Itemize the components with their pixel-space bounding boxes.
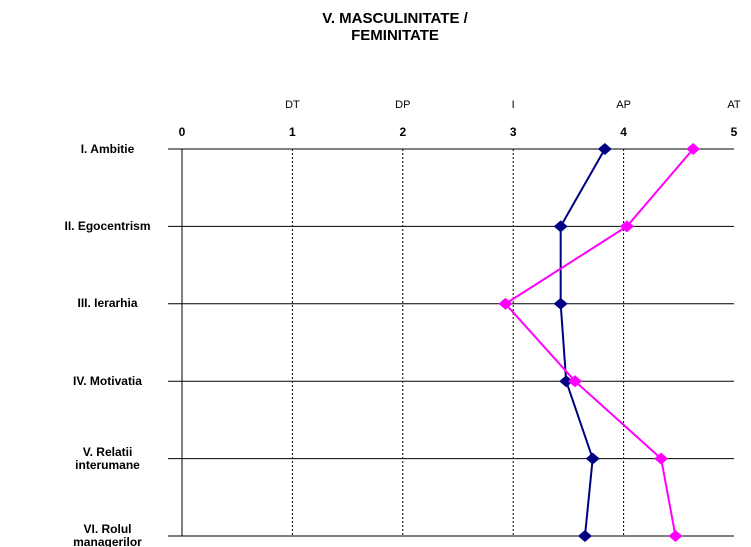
marker [597, 143, 612, 155]
scale-label: I [512, 99, 515, 111]
marker [619, 220, 634, 233]
series-line [503, 148, 694, 537]
x-tick-label: 3 [510, 125, 517, 139]
scale-label: DT [285, 99, 300, 111]
category-label: VI. Rolul managerilor [73, 522, 142, 547]
marker [559, 375, 574, 388]
marker [553, 220, 568, 233]
marker [568, 375, 583, 388]
x-tick-label: 2 [399, 125, 406, 139]
series-line [559, 148, 606, 537]
category-label: V. Relatii interumane [75, 444, 140, 472]
category-label: III. Ierarhia [77, 296, 138, 311]
marker [668, 530, 683, 542]
scale-label: DP [395, 99, 410, 111]
x-tick-label: 4 [620, 125, 627, 139]
marker [498, 297, 513, 310]
scale-label: AT [727, 99, 741, 111]
marker [686, 143, 701, 155]
category-label: II. Egocentrism [64, 218, 151, 233]
scale-label: AP [616, 99, 631, 111]
marker [585, 452, 600, 465]
category-label: IV. Motivatia [73, 373, 142, 388]
marker [577, 530, 592, 542]
marker [553, 297, 568, 310]
marker [654, 452, 669, 465]
x-tick-label: 0 [179, 125, 186, 139]
chart-title: V. MASCULINITATE / FEMINITATE [322, 10, 468, 44]
category-label: I. Ambitie [80, 141, 135, 156]
x-tick-label: 1 [289, 125, 296, 139]
x-tick-label: 5 [731, 125, 738, 139]
